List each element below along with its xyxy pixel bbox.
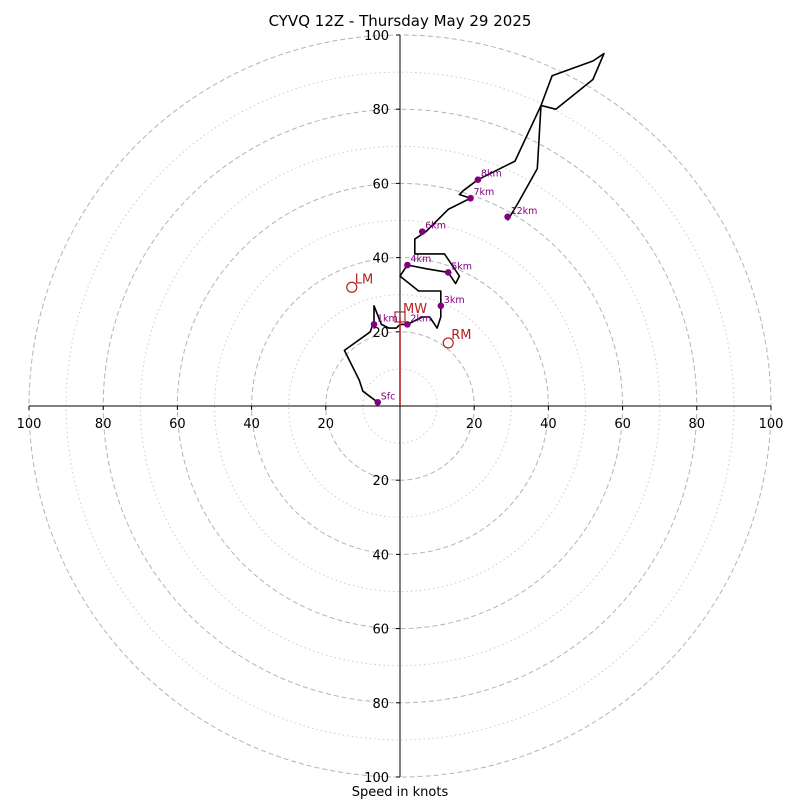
x-tick-label: 80	[689, 417, 706, 432]
storm-motion: LM RM MW	[346, 272, 471, 406]
y-tick-label: 60	[372, 623, 389, 638]
y-tick-label: 80	[372, 103, 389, 118]
x-tick-label: 40	[540, 417, 557, 432]
chart-title: CYVQ 12Z - Thursday May 29 2025	[269, 12, 532, 30]
rm-marker	[442, 337, 454, 349]
y-tick-label: 20	[372, 326, 389, 341]
mw-label: MW	[403, 302, 427, 317]
wind-profile-line	[343, 52, 605, 403]
height-point-sfc	[374, 398, 382, 406]
x-tick-label: 80	[95, 417, 112, 432]
height-point-7km	[467, 194, 474, 202]
height-label-7km: 7km	[473, 187, 494, 198]
x-tick-label: 20	[466, 417, 483, 432]
height-point-4km	[404, 261, 411, 269]
height-label-8km: 8km	[481, 169, 502, 180]
height-label-2km: 2km	[410, 313, 431, 324]
height-label-3km: 3km	[444, 295, 465, 306]
y-tick-label: 80	[372, 697, 389, 712]
height-point-2km	[404, 321, 411, 328]
height-point-5km	[444, 269, 452, 276]
height-markers: Sfc 1km 2km 3km 4km 5km 6km 7km 8km 12km	[370, 169, 538, 406]
lm-label: LM	[355, 272, 373, 287]
y-tick-label: 100	[364, 29, 389, 44]
height-label-6km: 6km	[425, 221, 446, 232]
height-point-1km	[370, 321, 378, 328]
y-tick-label: 40	[372, 548, 389, 563]
x-axis-label: Speed in knots	[352, 785, 449, 800]
y-tick-label: 40	[372, 252, 389, 267]
x-tick-label: 60	[614, 417, 631, 432]
x-tick-label: 60	[169, 417, 186, 432]
height-label-4km: 4km	[410, 254, 431, 265]
y-tick-label: 100	[364, 771, 389, 786]
height-label-sfc: Sfc	[381, 391, 396, 402]
y-tick-label: 60	[372, 177, 389, 192]
rm-label: RM	[451, 328, 471, 343]
height-point-8km	[474, 176, 482, 183]
height-label-1km: 1km	[377, 313, 398, 324]
y-tick-label: 20	[372, 474, 389, 489]
tick-labels: 100 80 60 40 20 20 40 60 80 100 100 80 60 40 20 20 40 60 8…	[17, 29, 784, 786]
height-point-6km	[418, 228, 426, 235]
x-tick-label: 100	[759, 417, 784, 432]
height-label-12km: 12km	[511, 206, 538, 217]
height-point-12km	[504, 213, 511, 221]
mw-marker	[394, 311, 406, 323]
height-label-5km: 5km	[451, 261, 472, 272]
lm-marker	[346, 281, 358, 293]
x-tick-label: 100	[17, 417, 42, 432]
x-tick-label: 20	[318, 417, 335, 432]
hodograph-trace	[343, 52, 605, 403]
height-point-3km	[437, 302, 445, 310]
x-tick-label: 40	[243, 417, 260, 432]
